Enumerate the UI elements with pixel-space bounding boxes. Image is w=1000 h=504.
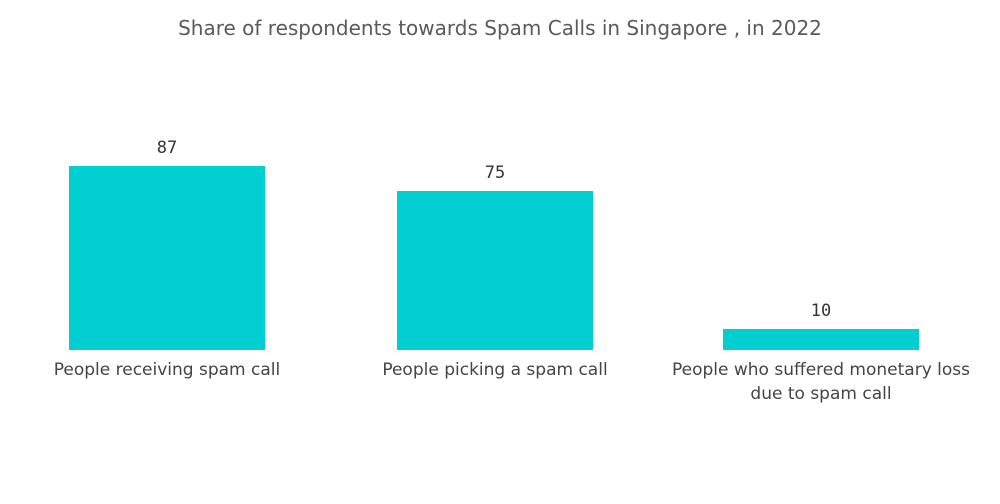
bar xyxy=(723,328,919,350)
bar xyxy=(69,166,265,350)
x-tick-label: People receiving spam call xyxy=(53,360,281,380)
x-tick-label: People picking a spam call xyxy=(382,360,608,380)
bar xyxy=(397,191,593,350)
value-label: 10 xyxy=(810,300,832,321)
value-label: 75 xyxy=(484,163,506,184)
value-label: 87 xyxy=(156,138,178,158)
chart-title: Share of respondents towards Spam Calls … xyxy=(178,16,822,40)
x-tick-label: People who suffered monetary loss due to… xyxy=(671,360,970,404)
